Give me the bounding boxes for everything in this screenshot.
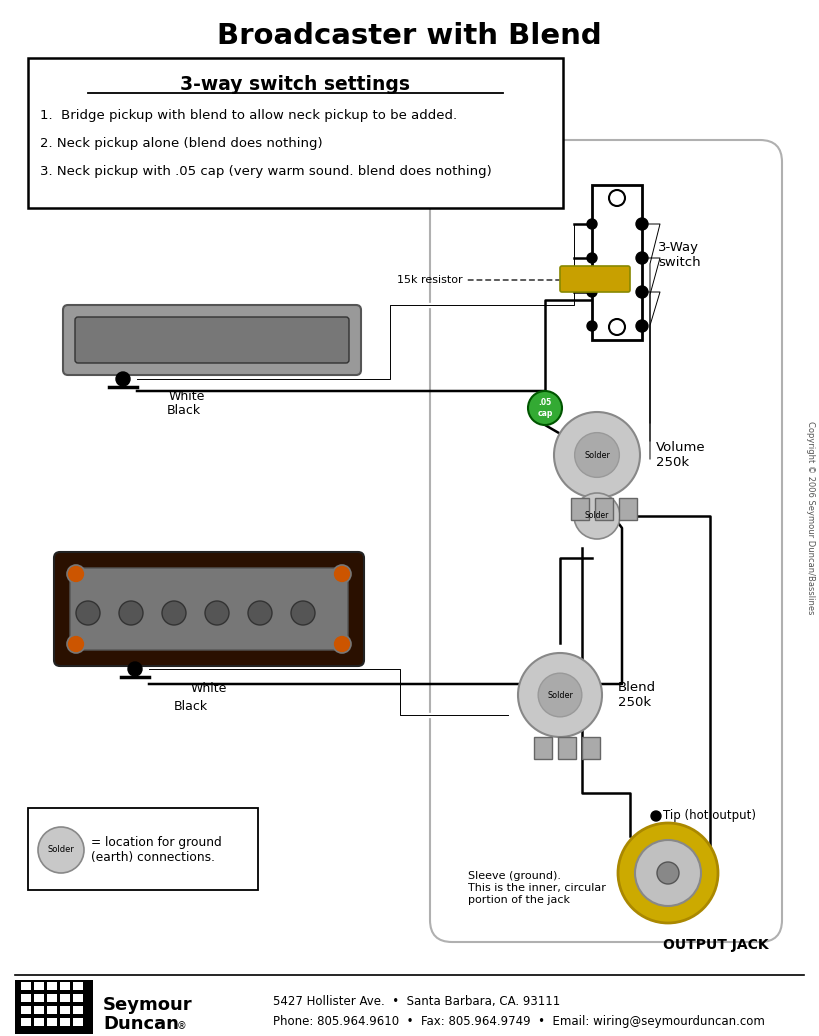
Text: Solder: Solder [585, 512, 609, 520]
Bar [534, 737, 552, 759]
Text: 1.  Bridge pickup with blend to allow neck pickup to be added.: 1. Bridge pickup with blend to allow nec… [40, 110, 457, 122]
Circle shape [538, 673, 581, 717]
Bar [558, 737, 576, 759]
Circle shape [636, 320, 648, 332]
Bar [15, 980, 93, 1034]
Circle shape [248, 601, 272, 625]
Bar [595, 498, 613, 520]
FancyBboxPatch shape [63, 305, 361, 375]
Text: OUTPUT JACK: OUTPUT JACK [663, 938, 768, 952]
Text: White: White [169, 391, 206, 403]
Text: 15k resistor: 15k resistor [397, 275, 559, 285]
Text: Duncan: Duncan [103, 1015, 179, 1033]
Bar [34, 982, 44, 990]
Bar [73, 982, 83, 990]
Circle shape [587, 253, 597, 263]
Bar [582, 737, 600, 759]
Circle shape [333, 565, 351, 583]
Text: Broadcaster with Blend: Broadcaster with Blend [217, 22, 602, 50]
Circle shape [651, 811, 661, 821]
Bar [47, 982, 57, 990]
Circle shape [67, 635, 85, 653]
Bar [73, 994, 83, 1002]
Bar [47, 994, 57, 1002]
Circle shape [636, 286, 648, 298]
Text: Black: Black [174, 700, 208, 714]
Bar [60, 1018, 70, 1026]
Circle shape [518, 653, 602, 737]
Bar [34, 1018, 44, 1026]
Text: 5427 Hollister Ave.  •  Santa Barbara, CA. 93111: 5427 Hollister Ave. • Santa Barbara, CA.… [273, 996, 560, 1008]
Text: Black: Black [167, 404, 201, 418]
Text: Seymour: Seymour [103, 996, 192, 1014]
Text: 3. Neck pickup with .05 cap (very warm sound. blend does nothing): 3. Neck pickup with .05 cap (very warm s… [40, 166, 491, 178]
Bar [28, 58, 563, 208]
Text: = location for ground
(earth) connections.: = location for ground (earth) connection… [91, 836, 222, 864]
Text: Volume
250k: Volume 250k [656, 441, 706, 469]
Text: Solder: Solder [48, 845, 75, 855]
FancyBboxPatch shape [75, 317, 349, 363]
Circle shape [291, 601, 315, 625]
FancyBboxPatch shape [560, 266, 630, 292]
Text: 3-way switch settings: 3-way switch settings [180, 75, 410, 93]
Circle shape [128, 662, 142, 677]
Circle shape [618, 823, 718, 923]
Circle shape [587, 321, 597, 330]
Circle shape [528, 391, 562, 425]
Circle shape [587, 219, 597, 229]
FancyBboxPatch shape [70, 568, 348, 650]
Text: Sleeve (ground).
This is the inner, circular
portion of the jack: Sleeve (ground). This is the inner, circ… [468, 871, 606, 904]
Text: 2. Neck pickup alone (blend does nothing): 2. Neck pickup alone (blend does nothing… [40, 138, 323, 150]
Bar [47, 1018, 57, 1026]
Circle shape [116, 372, 130, 386]
FancyBboxPatch shape [430, 140, 782, 942]
Circle shape [657, 862, 679, 884]
Circle shape [554, 412, 640, 498]
Circle shape [162, 601, 186, 625]
Text: Blend
250k: Blend 250k [618, 681, 656, 709]
Bar [34, 994, 44, 1002]
Circle shape [38, 827, 84, 873]
Circle shape [574, 493, 620, 539]
Text: Solder: Solder [547, 691, 573, 699]
Bar [21, 994, 31, 1002]
Circle shape [575, 433, 619, 478]
Bar [73, 1006, 83, 1014]
Circle shape [119, 601, 143, 625]
Text: ®: ® [177, 1021, 187, 1031]
Bar [21, 1018, 31, 1026]
Bar [60, 994, 70, 1002]
Circle shape [635, 840, 701, 906]
Bar [60, 982, 70, 990]
Bar [619, 498, 637, 520]
Text: Solder: Solder [584, 451, 610, 460]
Text: White: White [191, 683, 228, 695]
Circle shape [76, 601, 100, 625]
Circle shape [205, 601, 229, 625]
Text: 3-Way
switch: 3-Way switch [658, 241, 700, 269]
Bar [28, 808, 258, 890]
Circle shape [636, 218, 648, 230]
Bar [73, 1018, 83, 1026]
Bar [47, 1006, 57, 1014]
Circle shape [333, 635, 351, 653]
Text: Tip (hot output): Tip (hot output) [663, 808, 756, 822]
Text: .05
cap: .05 cap [537, 398, 553, 418]
Circle shape [609, 319, 625, 335]
Circle shape [587, 287, 597, 297]
Circle shape [636, 252, 648, 264]
Circle shape [609, 190, 625, 206]
Text: Copyright © 2006 Seymour Duncan/Basslines: Copyright © 2006 Seymour Duncan/Bassline… [807, 422, 816, 614]
Bar [571, 498, 589, 520]
FancyBboxPatch shape [54, 552, 364, 666]
Bar [21, 1006, 31, 1014]
Bar [60, 1006, 70, 1014]
Bar [21, 982, 31, 990]
Text: Phone: 805.964.9610  •  Fax: 805.964.9749  •  Email: wiring@seymourduncan.com: Phone: 805.964.9610 • Fax: 805.964.9749 … [273, 1015, 765, 1029]
Bar [592, 185, 642, 340]
Bar [34, 1006, 44, 1014]
Circle shape [67, 565, 85, 583]
